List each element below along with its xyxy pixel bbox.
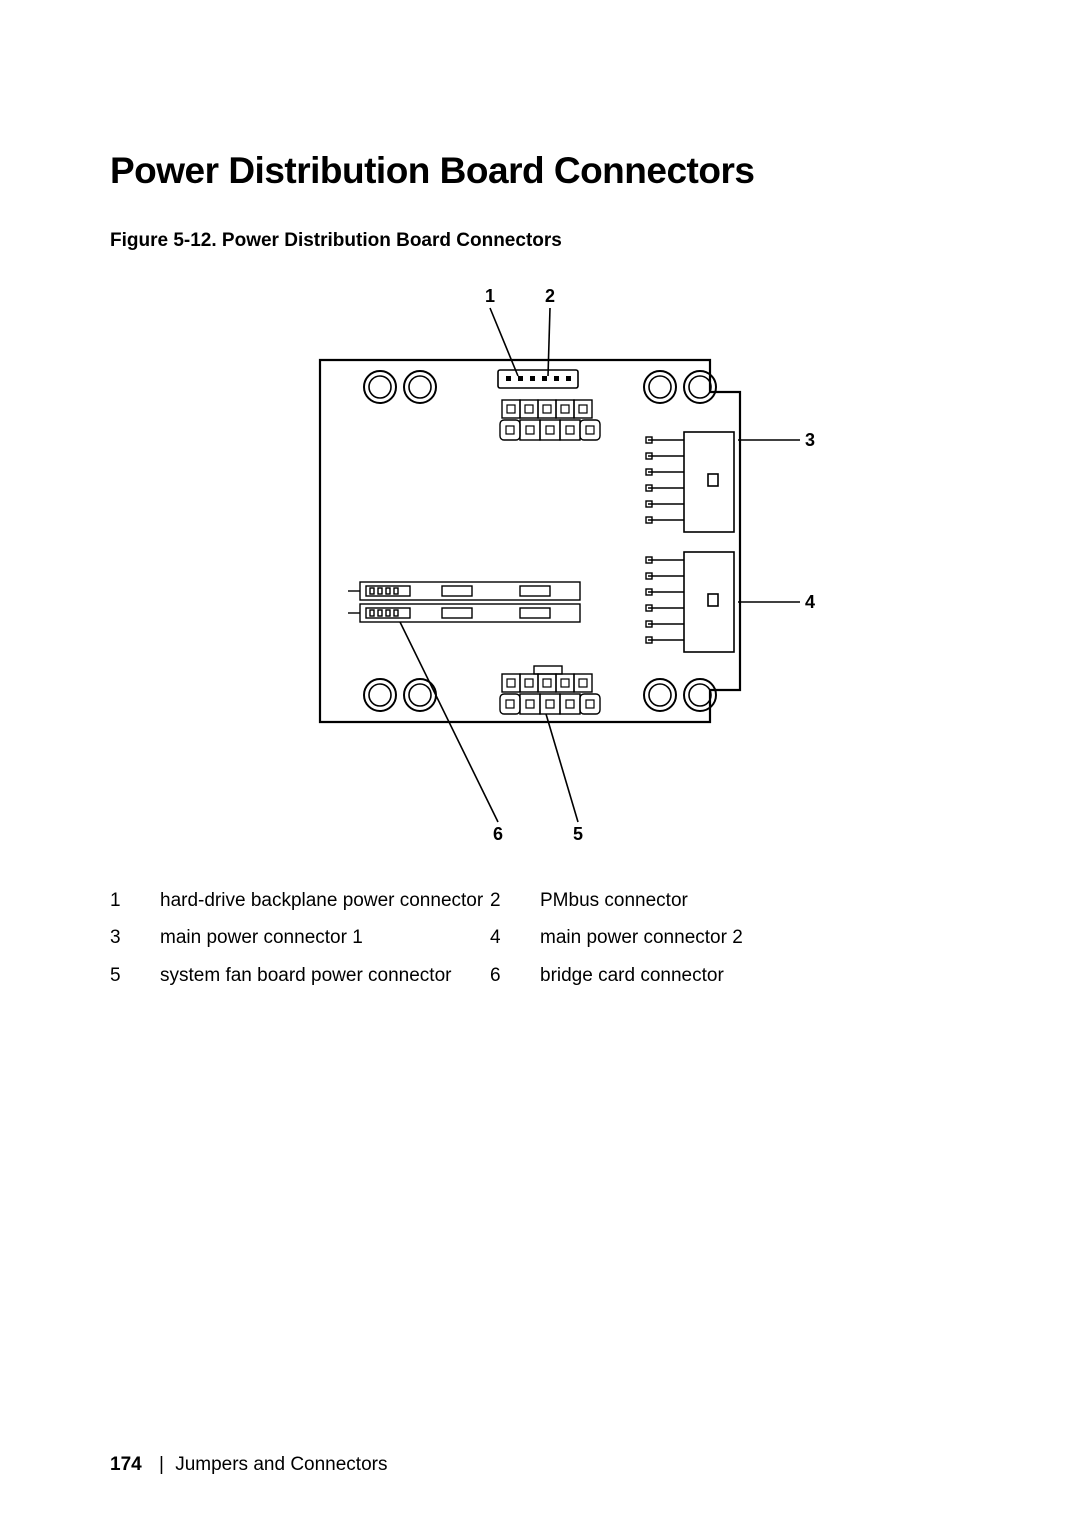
board-outline [320, 360, 740, 722]
legend-desc: bridge card connector [540, 957, 970, 994]
legend-desc: hard-drive backplane power connector [160, 882, 490, 919]
page-number: 174 [110, 1454, 142, 1475]
legend-row: 1 hard-drive backplane power connector 2… [110, 882, 970, 919]
callout-6-label: 6 [493, 824, 503, 844]
page-heading: Power Distribution Board Connectors [110, 150, 970, 192]
legend-table: 1 hard-drive backplane power connector 2… [110, 882, 970, 994]
leader-5 [546, 714, 578, 822]
document-page: Power Distribution Board Connectors Figu… [0, 0, 1080, 1532]
legend-row: 5 system fan board power connector 6 bri… [110, 957, 970, 994]
legend-desc: PMbus connector [540, 882, 970, 919]
pdb-diagram: 1 2 [230, 282, 850, 862]
legend-row: 3 main power connector 1 4 main power co… [110, 919, 970, 956]
callout-1-label: 1 [485, 286, 495, 306]
page-footer: 174 | Jumpers and Connectors [110, 1454, 387, 1476]
figure-caption: Figure 5-12. Power Distribution Board Co… [110, 230, 970, 252]
leader-1 [490, 308, 518, 376]
legend-desc: main power connector 2 [540, 919, 970, 956]
pmbus-connector [500, 400, 600, 440]
fan-board-power-connector [500, 666, 600, 714]
main-power-connector-1 [646, 432, 734, 532]
callout-3-label: 3 [805, 430, 815, 450]
legend-desc: main power connector 1 [160, 919, 490, 956]
callout-5-label: 5 [573, 824, 583, 844]
main-power-connector-2 [646, 552, 734, 652]
footer-section: Jumpers and Connectors [175, 1454, 387, 1475]
callout-4-label: 4 [805, 592, 815, 612]
callout-2-label: 2 [545, 286, 555, 306]
figure-legend: 1 hard-drive backplane power connector 2… [110, 882, 970, 994]
legend-num: 3 [110, 919, 160, 956]
legend-num: 6 [490, 957, 540, 994]
diagram-container: 1 2 [110, 282, 970, 862]
legend-num: 4 [490, 919, 540, 956]
legend-num: 2 [490, 882, 540, 919]
footer-separator: | [159, 1454, 164, 1475]
legend-desc: system fan board power connector [160, 957, 490, 994]
legend-num: 5 [110, 957, 160, 994]
backplane-dots [506, 376, 571, 381]
legend-num: 1 [110, 882, 160, 919]
leader-2 [548, 308, 550, 376]
bridge-card-connector [348, 582, 580, 622]
